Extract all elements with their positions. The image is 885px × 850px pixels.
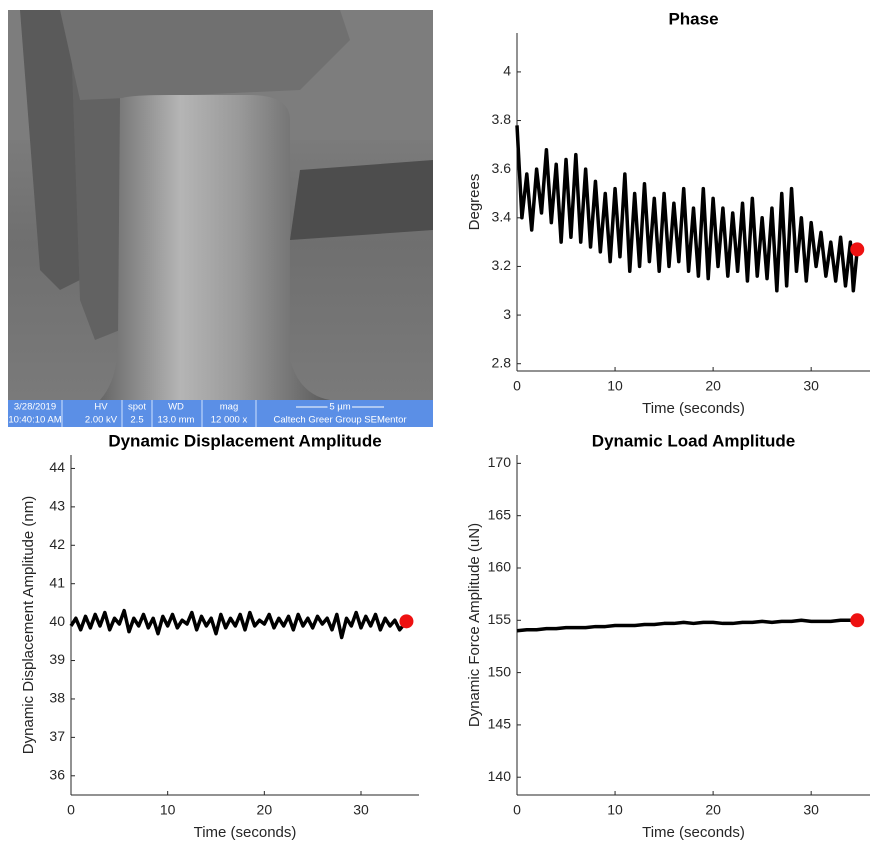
x-tick-label: 0 [67, 802, 75, 818]
sem-mag: 12 000 x [211, 415, 248, 426]
sem-hv: 2.00 kV [85, 415, 118, 426]
y-tick-label: 41 [49, 574, 65, 590]
y-tick-label: 145 [488, 716, 512, 732]
sem-image: 3/28/2019 10:40:10 AM HV 2.00 kV spot 2.… [8, 10, 433, 427]
info-bar: 3/28/2019 10:40:10 AM HV 2.00 kV spot 2.… [8, 400, 433, 427]
sem-hv-label: HV [94, 402, 108, 413]
y-tick-label: 37 [49, 728, 65, 744]
y-tick-label: 3.2 [492, 257, 512, 273]
sem-spot-label: spot [128, 402, 146, 413]
sem-date: 3/28/2019 [14, 402, 56, 413]
y-tick-label: 3 [503, 306, 511, 322]
x-tick-label: 20 [705, 378, 721, 394]
data-line [69, 608, 408, 640]
data-line [515, 125, 859, 293]
sem-scale: 5 µm [329, 402, 350, 413]
sem-time: 10:40:10 AM [8, 415, 61, 426]
y-tick-label: 2.8 [492, 354, 512, 370]
y-tick-label: 170 [488, 454, 512, 470]
y-axis-label: Dynamic Force Amplitude (uN) [466, 523, 483, 727]
x-tick-label: 0 [513, 802, 521, 818]
y-tick-label: 165 [488, 506, 512, 522]
sem-wd-label: WD [168, 402, 184, 413]
x-axis-label: Time (seconds) [642, 400, 745, 417]
y-tick-label: 140 [488, 768, 512, 784]
y-tick-label: 42 [49, 536, 65, 552]
chart-title: Phase [668, 9, 718, 28]
x-tick-label: 30 [803, 802, 819, 818]
x-tick-label: 30 [803, 378, 819, 394]
y-tick-label: 44 [49, 459, 65, 475]
y-tick-label: 3.8 [492, 111, 512, 127]
chart-title: Dynamic Displacement Amplitude [108, 431, 381, 450]
x-tick-label: 20 [257, 802, 273, 818]
x-tick-label: 10 [607, 378, 623, 394]
x-axis-label: Time (seconds) [642, 824, 745, 841]
end-marker [850, 242, 865, 257]
y-axis-label: Degrees [466, 174, 483, 231]
end-marker [850, 613, 865, 628]
sem-lab: Caltech Greer Group SEMentor [273, 415, 406, 426]
y-tick-label: 38 [49, 690, 65, 706]
chart-title: Dynamic Load Amplitude [592, 431, 795, 450]
x-tick-label: 20 [705, 802, 721, 818]
sem-wd: 13.0 mm [158, 415, 195, 426]
y-tick-label: 4 [503, 63, 511, 79]
y-tick-label: 155 [488, 611, 512, 627]
y-tick-label: 3.4 [492, 209, 512, 225]
y-tick-label: 39 [49, 651, 65, 667]
data-line [516, 618, 858, 633]
y-tick-label: 43 [49, 498, 65, 514]
y-tick-label: 150 [488, 663, 512, 679]
x-tick-label: 0 [513, 378, 521, 394]
y-tick-label: 36 [49, 766, 65, 782]
sem-mag-label: mag [220, 402, 238, 413]
y-tick-label: 160 [488, 559, 512, 575]
x-axis-label: Time (seconds) [194, 824, 297, 841]
y-axis-label: Dynamic Displacement Amplitude (nm) [20, 496, 37, 754]
end-marker [399, 614, 414, 629]
y-tick-label: 3.6 [492, 160, 512, 176]
y-tick-label: 40 [49, 613, 65, 629]
x-tick-label: 30 [353, 802, 369, 818]
x-tick-label: 10 [160, 802, 176, 818]
sem-spot: 2.5 [130, 415, 143, 426]
x-tick-label: 10 [607, 802, 623, 818]
